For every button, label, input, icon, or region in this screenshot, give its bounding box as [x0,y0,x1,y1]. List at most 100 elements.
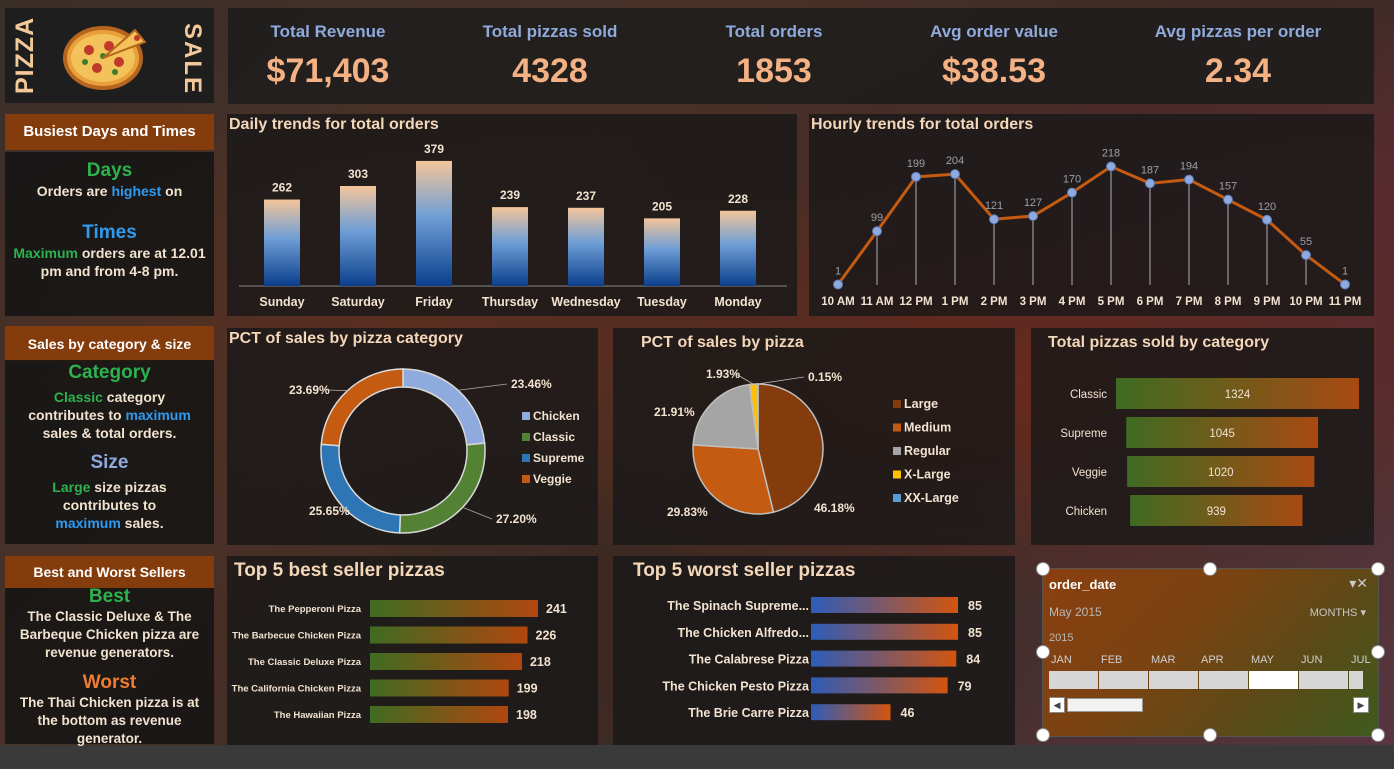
tick-label: The Pepperoni Pizza [269,604,362,615]
slicer-scrollbar[interactable]: ◀ ▶ [1049,697,1369,713]
data-point [1301,250,1311,261]
bar [370,600,538,617]
chart-title: Top 5 best seller pizzas [234,560,445,581]
resize-handle[interactable] [1203,562,1217,576]
month-label: MAR [1151,654,1176,666]
data-point [872,226,882,237]
bar [264,199,300,286]
chart-title: Total pizzas sold by category [1048,334,1270,351]
tick-label: 7 PM [1176,296,1203,308]
month-cell[interactable] [1149,671,1198,689]
month-label: FEB [1101,654,1123,666]
kpi-avg-pizzas-per-order: Avg pizzas per order 2.34 [1128,8,1348,104]
chevron-down-icon: ▾ [1360,607,1366,619]
kpi-label: Avg order value [930,22,1058,41]
data-label: 127 [1024,197,1042,209]
legend-label: Large [904,397,938,411]
tick-label: The Brie Carre Pizza [688,706,810,720]
data-point [911,171,921,182]
data-label: 46.18% [814,501,855,515]
logo-sale-text: SALE [179,22,206,95]
month-cell[interactable] [1299,671,1348,689]
tick-label: 12 PM [899,296,932,308]
kpi-label: Total pizzas sold [482,22,618,41]
data-label: 198 [516,708,537,722]
scroll-left-icon[interactable]: ◀ [1049,697,1065,713]
tick-label: 5 PM [1098,296,1125,308]
resize-handle[interactable] [1371,645,1385,659]
pct-category-chart: PCT of sales by pizza category 23.46% 27.… [227,328,598,545]
category-title: Category [68,362,151,383]
top5-best-chart: Top 5 best seller pizzas 241 The Pepperon… [227,556,598,745]
kpi-value: 1853 [736,52,812,90]
month-cell[interactable] [1099,671,1148,689]
month-label: JUL [1351,654,1371,666]
chart-title: PCT of sales by pizza [641,334,804,351]
kpi-label: Total Revenue [270,22,386,41]
data-point [1184,174,1194,185]
resize-handle[interactable] [1036,562,1050,576]
month-label: JAN [1051,654,1072,666]
data-label: 204 [946,155,964,167]
data-label: 55 [1300,236,1312,248]
legend-swatch [893,447,901,455]
times-text: Maximum orders are at 12.01 pm and from … [13,245,206,279]
resize-handle[interactable] [1203,728,1217,742]
data-label: 170 [1063,174,1081,186]
kpi-value: 2.34 [1204,52,1272,90]
tick-label: Chicken [1065,506,1107,518]
legend-swatch [522,412,530,420]
leader-line [341,505,348,512]
data-label: 1 [1342,265,1348,277]
tick-label: 2 PM [981,296,1008,308]
tick-label: 11 AM [861,296,894,308]
tick-label: 8 PM [1215,296,1242,308]
bar [1130,495,1303,526]
data-label: 199 [907,158,925,170]
donut-slice [398,442,486,534]
bar [370,679,509,697]
worst-seller-plot: 85 The Spinach Supreme... 85 The Chicken Al… [662,597,982,721]
tick-label: 6 PM [1137,296,1164,308]
resize-handle[interactable] [1371,562,1385,576]
size-text: Large size pizzas contributes to maximum… [52,479,167,531]
bar [370,706,509,723]
data-label: 218 [1102,148,1120,160]
tick-label: 1 PM [942,296,969,308]
chart-title: Daily trends for total orders [229,116,439,133]
period-dropdown[interactable]: MONTHS ▾ [1309,607,1366,619]
month-label: APR [1201,654,1224,666]
resize-handle[interactable] [1371,728,1385,742]
data-point [1028,210,1038,221]
scroll-right-icon[interactable]: ▶ [1353,697,1369,713]
resize-handle[interactable] [1036,728,1050,742]
month-cell[interactable] [1199,671,1248,689]
pizzas-by-category-chart: Total pizzas sold by category 1324 Classi… [1031,328,1374,545]
daily-trends-plot: 262 Sunday 303 Saturday 379 Friday 239 Thursday… [239,142,787,309]
data-label: 157 [1219,181,1237,193]
data-point [1223,194,1233,205]
data-label: 99 [871,212,883,224]
legend-label: XX-Large [904,491,959,505]
tick-label: 9 PM [1254,296,1281,308]
category-bar-plot: 1324 Classic 1045 Supreme 1020 Veggie 939 Chick… [1060,378,1359,526]
month-cell[interactable] [1349,671,1363,689]
leader-line [458,383,508,391]
leader-line [735,373,754,385]
legend-swatch [522,433,530,441]
month-cell[interactable] [1049,671,1098,689]
days-text: Orders are highest on [36,183,183,199]
data-label: 21.91% [654,405,695,419]
tick-label: The Barbecue Chicken Pizza [232,631,362,642]
resize-handle[interactable] [1036,645,1050,659]
daily-trends-chart: Daily trends for total orders 262 Sunday 3… [227,114,797,316]
bar [811,650,957,667]
tick-label: The Classic Deluxe Pizza [248,657,362,668]
data-label: 303 [348,167,368,181]
scroll-thumb[interactable] [1067,698,1143,712]
clear-filter-icon[interactable]: ▾✕ [1349,575,1368,591]
data-label: 187 [1141,164,1159,176]
month-cell[interactable] [1249,671,1298,689]
order-date-timeline-slicer[interactable]: order_date ▾✕ May 2015 MONTHS ▾ 2015 JAN… [1042,568,1379,737]
data-label: 23.69% [289,383,330,397]
